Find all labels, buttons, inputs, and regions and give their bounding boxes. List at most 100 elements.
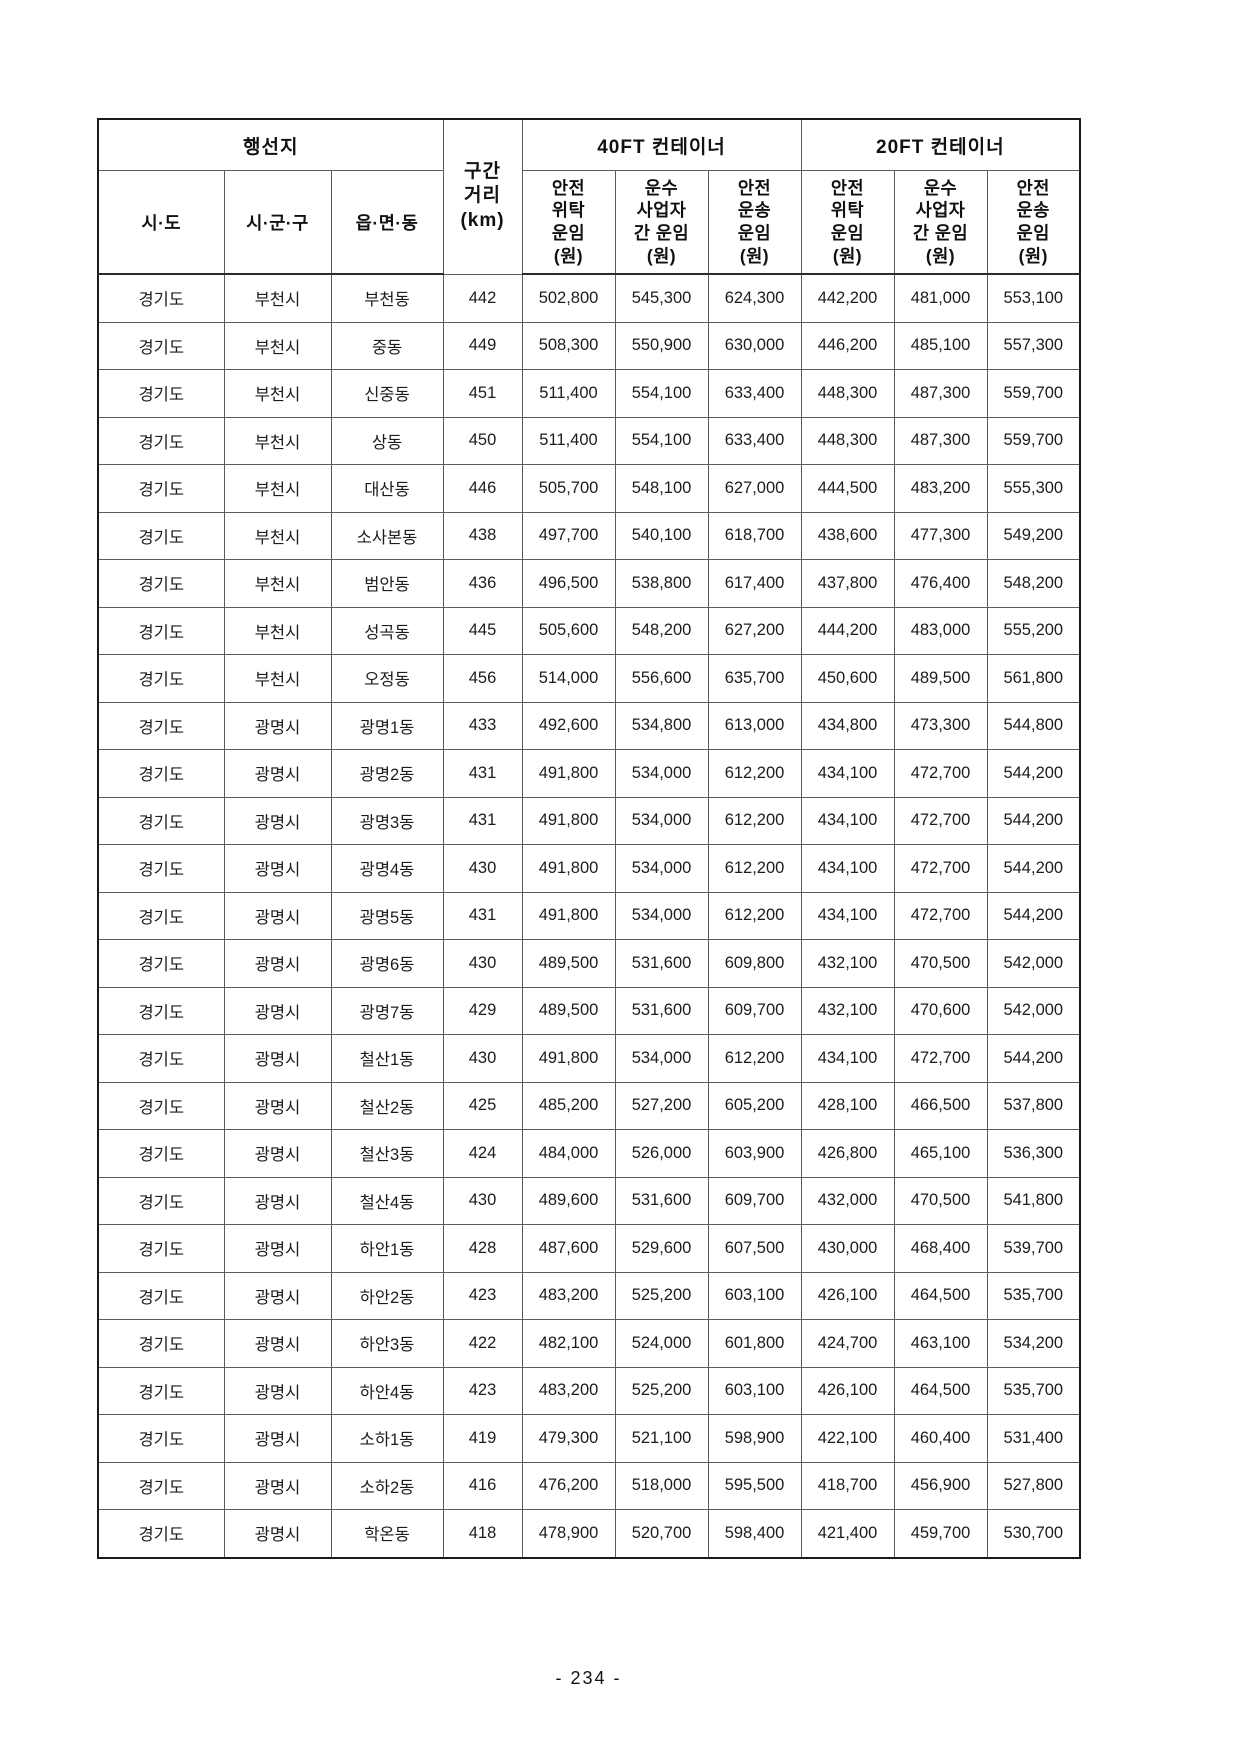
cell-sido: 경기도 [97, 1414, 225, 1463]
cell-20ft-carrier-mutual-fare: 487,300 [893, 416, 988, 465]
cell-sigungu: 광명시 [223, 1509, 332, 1558]
cell-distance: 422 [442, 1319, 523, 1368]
cell-sido: 경기도 [97, 986, 225, 1035]
header-sido: 시·도 [97, 170, 225, 275]
cell-distance: 442 [442, 273, 523, 323]
cell-distance: 450 [442, 416, 523, 465]
cell-40ft-carrier-mutual-fare: 550,900 [614, 321, 709, 370]
cell-eupmyeondong: 부천동 [330, 273, 444, 323]
cell-eupmyeondong: 철산3동 [330, 1129, 444, 1178]
cell-20ft-carrier-mutual-fare: 472,700 [893, 1034, 988, 1083]
cell-sido: 경기도 [97, 511, 225, 560]
cell-sido: 경기도 [97, 1366, 225, 1415]
cell-40ft-safe-transport-fare: 624,300 [707, 273, 802, 323]
cell-20ft-safe-transport-fare: 535,700 [986, 1366, 1081, 1415]
cell-20ft-safe-transport-fare: 544,200 [986, 891, 1081, 940]
cell-20ft-safe-consign-fare: 426,800 [800, 1129, 895, 1178]
cell-sigungu: 부천시 [223, 606, 332, 655]
cell-20ft-safe-consign-fare: 444,200 [800, 606, 895, 655]
cell-sido: 경기도 [97, 1129, 225, 1178]
table-row: 경기도 부천시 신중동 451 511,400 554,100 633,400 448,300… [97, 369, 1081, 418]
table-row: 경기도 광명시 광명5동 431 491,800 534,000 612,200 434,10… [97, 891, 1081, 940]
cell-20ft-safe-consign-fare: 448,300 [800, 369, 895, 418]
cell-40ft-safe-transport-fare: 603,100 [707, 1366, 802, 1415]
cell-40ft-safe-consign-fare: 505,600 [521, 606, 616, 655]
cell-sido: 경기도 [97, 1034, 225, 1083]
cell-40ft-safe-transport-fare: 612,200 [707, 796, 802, 845]
cell-sigungu: 부천시 [223, 464, 332, 513]
cell-20ft-safe-consign-fare: 421,400 [800, 1509, 895, 1558]
cell-20ft-safe-transport-fare: 530,700 [986, 1509, 1081, 1558]
cell-sido: 경기도 [97, 701, 225, 750]
cell-40ft-carrier-mutual-fare: 534,000 [614, 891, 709, 940]
table-row: 경기도 광명시 광명3동 431 491,800 534,000 612,200 434,10… [97, 796, 1081, 845]
cell-eupmyeondong: 광명7동 [330, 986, 444, 1035]
cell-20ft-safe-transport-fare: 544,200 [986, 796, 1081, 845]
cell-20ft-safe-transport-fare: 539,700 [986, 1224, 1081, 1273]
cell-40ft-carrier-mutual-fare: 534,000 [614, 1034, 709, 1083]
header-20ft-carrier-mutual-fare: 운수 사업자 간 운임 (원) [893, 170, 988, 275]
cell-sigungu: 광명시 [223, 1461, 332, 1510]
cell-sigungu: 부천시 [223, 369, 332, 418]
cell-sido: 경기도 [97, 321, 225, 370]
cell-distance: 430 [442, 1034, 523, 1083]
cell-20ft-safe-consign-fare: 428,100 [800, 1081, 895, 1130]
cell-40ft-safe-consign-fare: 497,700 [521, 511, 616, 560]
cell-sigungu: 광명시 [223, 986, 332, 1035]
cell-40ft-carrier-mutual-fare: 520,700 [614, 1509, 709, 1558]
cell-40ft-safe-transport-fare: 612,200 [707, 1034, 802, 1083]
cell-eupmyeondong: 광명1동 [330, 701, 444, 750]
cell-distance: 419 [442, 1414, 523, 1463]
cell-sigungu: 부천시 [223, 321, 332, 370]
cell-sido: 경기도 [97, 273, 225, 323]
cell-distance: 431 [442, 796, 523, 845]
cell-distance: 431 [442, 891, 523, 940]
cell-40ft-safe-consign-fare: 496,500 [521, 559, 616, 608]
container-fare-table: 행선지 구간 거리 (km) 40FT 컨테이너 20FT 컨테이너 시·도 시… [97, 118, 1082, 1559]
header-40ft-carrier-mutual-fare: 운수 사업자 간 운임 (원) [614, 170, 709, 275]
cell-sido: 경기도 [97, 1176, 225, 1225]
table-row: 경기도 광명시 학온동 418 478,900 520,700 598,400 421,400… [97, 1509, 1081, 1558]
cell-distance: 418 [442, 1509, 523, 1558]
cell-20ft-safe-transport-fare: 534,200 [986, 1319, 1081, 1368]
cell-40ft-safe-transport-fare: 633,400 [707, 369, 802, 418]
cell-sigungu: 부천시 [223, 559, 332, 608]
cell-distance: 429 [442, 986, 523, 1035]
cell-40ft-safe-consign-fare: 491,800 [521, 844, 616, 893]
table-body: 경기도 부천시 부천동 442 502,800 545,300 624,300 442,200… [97, 273, 1081, 1558]
cell-20ft-carrier-mutual-fare: 464,500 [893, 1271, 988, 1320]
cell-40ft-safe-transport-fare: 630,000 [707, 321, 802, 370]
header-20ft-safe-consign-fare: 안전 위탁 운임 (원) [800, 170, 895, 275]
table-row: 경기도 광명시 소하1동 419 479,300 521,100 598,900 422,10… [97, 1414, 1081, 1463]
cell-20ft-carrier-mutual-fare: 473,300 [893, 701, 988, 750]
cell-sido: 경기도 [97, 559, 225, 608]
cell-40ft-safe-consign-fare: 487,600 [521, 1224, 616, 1273]
cell-40ft-safe-transport-fare: 595,500 [707, 1461, 802, 1510]
cell-sigungu: 광명시 [223, 796, 332, 845]
cell-40ft-safe-transport-fare: 612,200 [707, 844, 802, 893]
cell-20ft-carrier-mutual-fare: 470,500 [893, 1176, 988, 1225]
cell-40ft-safe-transport-fare: 609,700 [707, 986, 802, 1035]
cell-40ft-safe-transport-fare: 605,200 [707, 1081, 802, 1130]
cell-20ft-carrier-mutual-fare: 476,400 [893, 559, 988, 608]
cell-20ft-safe-consign-fare: 430,000 [800, 1224, 895, 1273]
cell-20ft-safe-consign-fare: 442,200 [800, 273, 895, 323]
header-20ft-group: 20FT 컨테이너 [800, 118, 1081, 171]
cell-20ft-safe-consign-fare: 444,500 [800, 464, 895, 513]
cell-eupmyeondong: 광명4동 [330, 844, 444, 893]
cell-40ft-safe-consign-fare: 478,900 [521, 1509, 616, 1558]
table-row: 경기도 광명시 철산1동 430 491,800 534,000 612,200 434,10… [97, 1034, 1081, 1083]
cell-20ft-carrier-mutual-fare: 472,700 [893, 891, 988, 940]
cell-20ft-safe-consign-fare: 450,600 [800, 654, 895, 703]
fare-table-container: 행선지 구간 거리 (km) 40FT 컨테이너 20FT 컨테이너 시·도 시… [97, 118, 1082, 1559]
cell-20ft-safe-transport-fare: 555,200 [986, 606, 1081, 655]
cell-sigungu: 부천시 [223, 273, 332, 323]
table-row: 경기도 부천시 대산동 446 505,700 548,100 627,000 444,500… [97, 464, 1081, 513]
cell-distance: 430 [442, 1176, 523, 1225]
page-number: - 234 - [555, 1668, 622, 1688]
cell-20ft-safe-transport-fare: 561,800 [986, 654, 1081, 703]
cell-40ft-safe-consign-fare: 489,600 [521, 1176, 616, 1225]
cell-sido: 경기도 [97, 1081, 225, 1130]
cell-40ft-safe-consign-fare: 491,800 [521, 796, 616, 845]
